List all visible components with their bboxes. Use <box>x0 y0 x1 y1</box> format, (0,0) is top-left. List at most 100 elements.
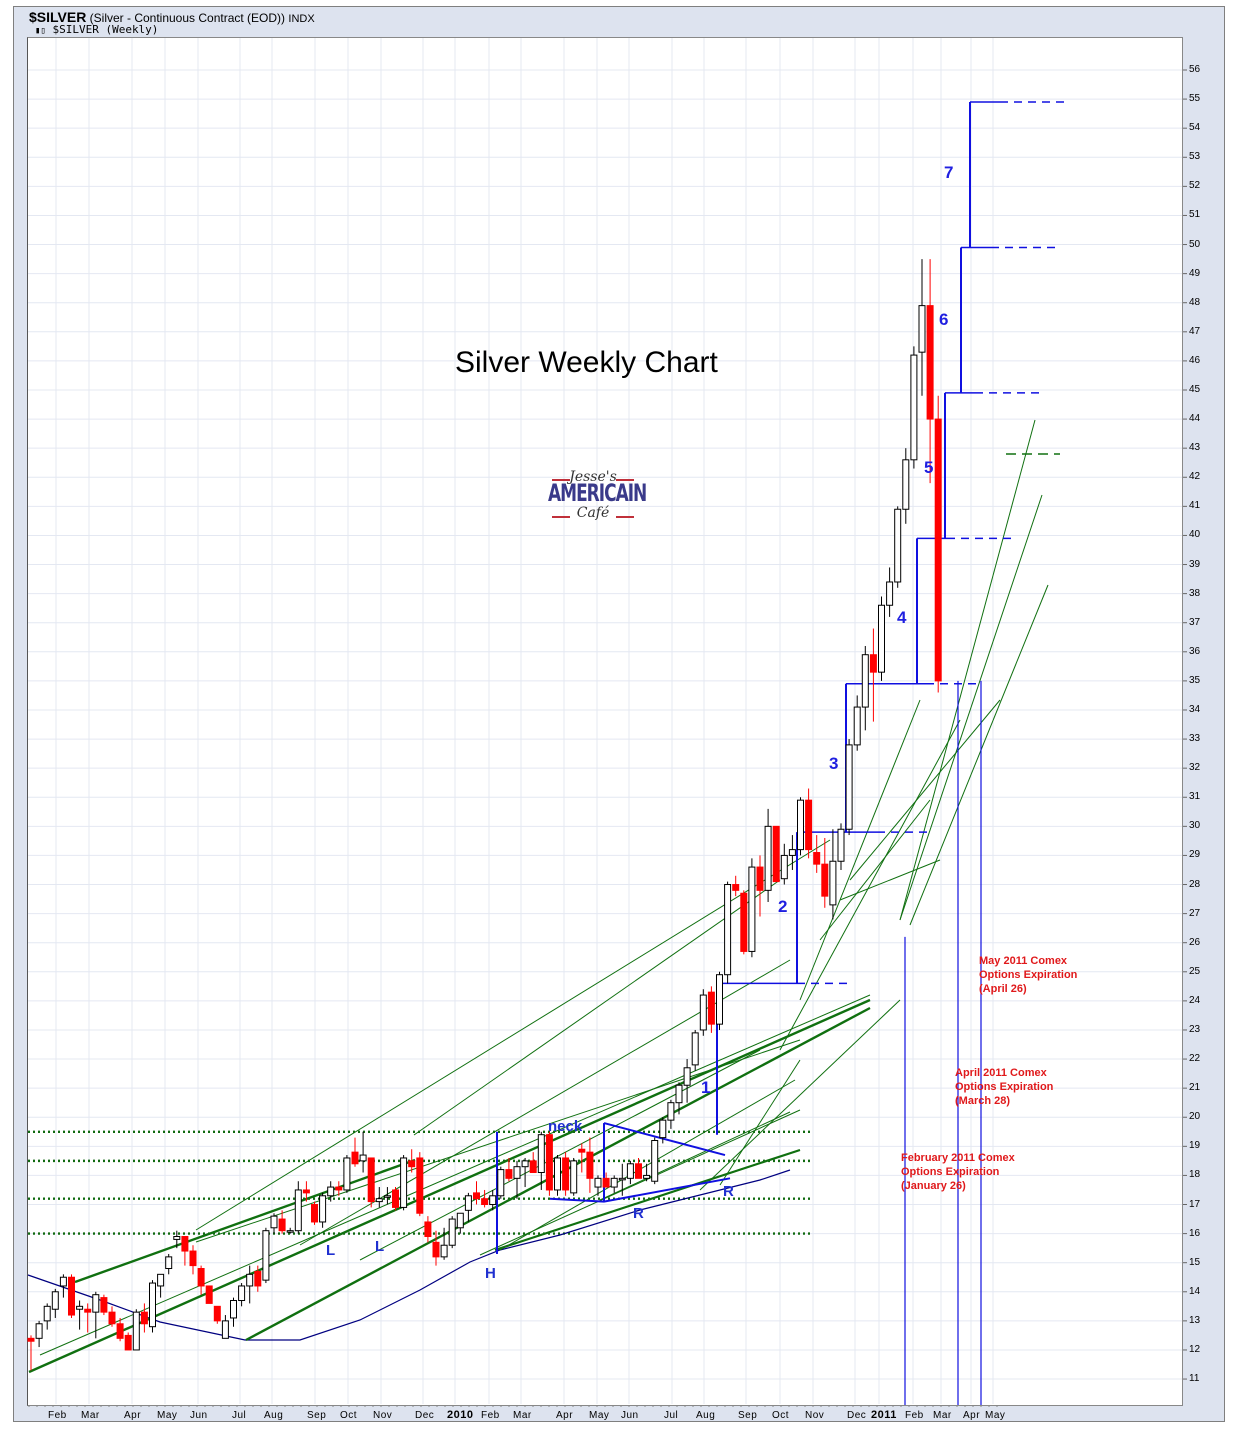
trendline <box>499 1079 796 1251</box>
y-tick-label: 41 <box>1189 500 1201 512</box>
left-shoulder-label: L <box>326 1242 336 1259</box>
trendline <box>799 699 921 1001</box>
y-tick-label: 13 <box>1189 1314 1201 1326</box>
up-candle <box>157 1273 165 1287</box>
up-candle <box>618 1177 626 1181</box>
down-candle <box>205 1285 213 1304</box>
series-label: $SILVER (Weekly) <box>52 23 159 36</box>
down-candle <box>27 1337 35 1342</box>
x-tick-label: 2011 <box>871 1409 897 1421</box>
down-candle <box>416 1157 424 1214</box>
down-candle <box>181 1236 189 1252</box>
up-candle <box>780 854 788 880</box>
y-tick-label: 40 <box>1189 529 1201 541</box>
y-tick-label: 18 <box>1189 1169 1201 1181</box>
exchange: INDX <box>288 13 315 25</box>
logo-stripe <box>616 516 634 518</box>
up-candle <box>246 1273 254 1287</box>
trendline <box>899 419 1036 921</box>
y-axis: 11 12 13 14 15 16 17 18 19 20 21 22 23 24 25 26 27 28 29 30… <box>1183 37 1223 1406</box>
down-candle <box>926 305 934 420</box>
up-candle <box>383 1195 391 1198</box>
up-candle <box>748 866 756 952</box>
x-tick-label: Feb <box>481 1410 500 1421</box>
y-tick-label: 46 <box>1189 354 1201 366</box>
y-tick-label: 56 <box>1189 64 1201 75</box>
up-candle <box>262 1230 270 1281</box>
down-candle <box>189 1250 197 1267</box>
up-candle <box>173 1236 181 1240</box>
down-candle <box>772 825 780 883</box>
up-candle <box>359 1154 367 1162</box>
logo-line-1: Jesse's <box>569 469 617 485</box>
february-expiration-note: February 2011 Comex Options Expiration (… <box>901 1152 1015 1192</box>
y-tick-label: 36 <box>1189 645 1201 657</box>
y-tick-label: 44 <box>1189 413 1201 425</box>
down-candle <box>473 1192 480 1200</box>
x-tick-label: Mar <box>933 1410 952 1421</box>
down-candle <box>140 1311 148 1325</box>
x-tick-label: Sep <box>738 1410 758 1421</box>
up-candle <box>537 1134 545 1174</box>
x-tick-label: Nov <box>805 1410 825 1421</box>
up-candle <box>294 1189 302 1232</box>
up-candle <box>902 459 910 510</box>
logo-line-2: AMERICAIN <box>548 480 647 508</box>
y-tick-label: 54 <box>1189 122 1201 134</box>
up-candle <box>716 974 723 1025</box>
y-tick-label: 35 <box>1189 674 1201 686</box>
up-candle <box>489 1195 497 1206</box>
down-candle <box>116 1323 124 1339</box>
trendline <box>779 719 961 1051</box>
trendline <box>819 799 931 941</box>
y-tick-label: 31 <box>1189 791 1201 803</box>
down-candle <box>813 852 821 865</box>
americain-cafe-logo: Jesse's AMERICAIN Café <box>548 469 647 540</box>
down-candle <box>740 892 748 952</box>
up-candle <box>238 1285 246 1302</box>
logo-stripe <box>616 479 634 481</box>
up-candle <box>594 1177 602 1188</box>
x-tick-label: Sep <box>307 1410 327 1421</box>
down-candle <box>586 1151 594 1179</box>
y-tick-label: 33 <box>1189 733 1201 745</box>
wave-label-6: 6 <box>939 310 949 329</box>
up-candle <box>764 825 772 891</box>
y-tick-label: 20 <box>1189 1111 1201 1123</box>
down-candle <box>213 1305 221 1322</box>
logo-line-3: Café <box>576 505 610 521</box>
down-candle <box>351 1151 359 1165</box>
y-tick-label: 39 <box>1189 558 1201 570</box>
y-tick-label: 43 <box>1189 442 1201 454</box>
up-candle <box>861 654 869 708</box>
down-candle <box>635 1163 642 1179</box>
up-candle <box>270 1215 278 1229</box>
candlestick-icon: ▮▯ <box>35 26 46 36</box>
x-tick-label: May <box>985 1410 1006 1421</box>
up-candle <box>375 1198 383 1203</box>
y-tick-label: 48 <box>1189 296 1201 308</box>
up-candle <box>286 1230 294 1233</box>
down-candle <box>84 1308 92 1313</box>
down-candle <box>545 1134 553 1191</box>
y-tick-label: 29 <box>1189 849 1201 861</box>
down-candle <box>707 991 715 1025</box>
down-candle <box>805 799 813 851</box>
triangle-upper-line <box>603 1122 726 1157</box>
y-tick-label: 22 <box>1189 1053 1201 1065</box>
y-tick-label: 17 <box>1189 1198 1201 1210</box>
x-tick-label: May <box>157 1410 178 1421</box>
up-candle <box>513 1166 521 1179</box>
down-candle <box>505 1169 513 1179</box>
up-candle <box>464 1195 472 1211</box>
x-tick-label: Aug <box>696 1410 716 1421</box>
up-candle <box>521 1160 529 1168</box>
down-candle <box>254 1270 262 1287</box>
y-tick-label: 42 <box>1189 471 1201 483</box>
up-candle <box>554 1157 561 1191</box>
down-candle <box>934 418 942 682</box>
up-candle <box>683 1067 691 1086</box>
trendline <box>849 699 1001 881</box>
y-tick-label: 25 <box>1189 965 1201 977</box>
